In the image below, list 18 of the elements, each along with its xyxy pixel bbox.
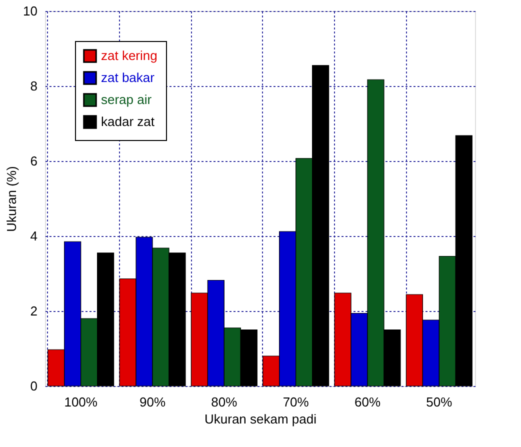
x-tick-label: 70% [282, 394, 310, 410]
y-axis-title: Ukuran (%) [4, 166, 20, 232]
y-tick-label: 4 [30, 228, 38, 244]
legend-label: zat bakar [101, 70, 156, 85]
y-tick-label: 6 [30, 154, 38, 168]
legend-label: zat kering [101, 48, 158, 63]
y-tick-label: 8 [30, 78, 38, 94]
legend-label: serap air [101, 92, 152, 107]
y-tick-label: 2 [30, 304, 38, 318]
x-tick-label: 80% [211, 394, 238, 410]
x-tick-label: 50% [426, 394, 453, 410]
x-tick-label: 100% [64, 394, 98, 410]
y-tick-label: 0 [30, 378, 38, 394]
legend-label: kadar zat [101, 114, 155, 129]
x-tick-label: 90% [139, 394, 166, 410]
x-tick-label: 60% [354, 394, 381, 410]
x-axis-title: Ukuran sekam padi [204, 412, 317, 426]
y-tick-label: 10 [23, 4, 38, 18]
